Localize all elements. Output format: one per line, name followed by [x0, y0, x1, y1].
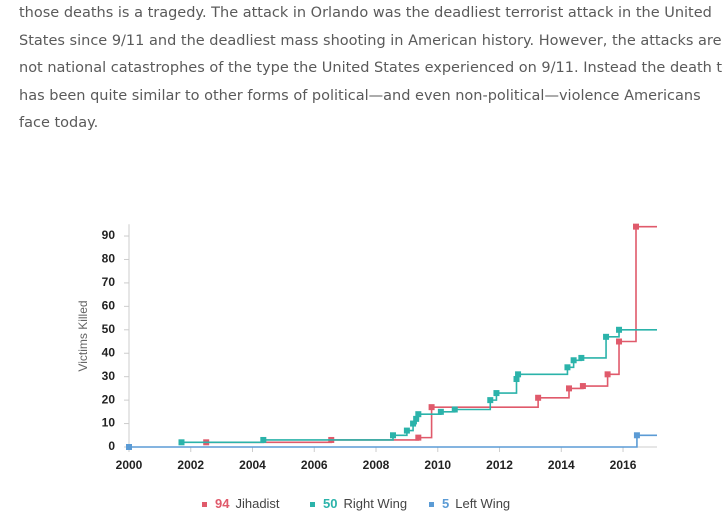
x-tick-label: 2000	[116, 458, 143, 472]
step-line	[129, 434, 657, 448]
point-marker	[564, 364, 571, 371]
point-marker	[403, 427, 410, 434]
point-marker	[535, 394, 542, 401]
point-marker	[493, 390, 500, 397]
legend-total: 5	[442, 496, 449, 511]
point-marker	[579, 383, 586, 390]
legend-name: Jihadist	[235, 496, 279, 511]
legend-name: Right Wing	[343, 496, 407, 511]
paragraph-line: those deaths is a tragedy. The attack in…	[19, 5, 712, 21]
paragraph-line: not national catastrophes of the type th…	[19, 60, 723, 76]
point-marker	[604, 371, 611, 378]
point-marker	[413, 415, 420, 422]
point-marker	[515, 371, 522, 378]
paragraph-line: has been quite similar to other forms of…	[19, 87, 701, 104]
point-marker	[566, 385, 572, 392]
point-marker	[616, 326, 623, 333]
legend-total: 50	[323, 496, 337, 511]
point-marker	[415, 411, 422, 418]
y-tick-label: 40	[102, 345, 116, 359]
x-tick-label: 2002	[177, 458, 204, 472]
legend-entry: 50 Right Wing	[323, 496, 407, 511]
point-marker	[428, 404, 435, 411]
x-tick-label: 2006	[301, 458, 328, 472]
legend-total: 94	[215, 496, 230, 511]
point-marker	[390, 432, 396, 439]
x-tick-label: 2012	[486, 458, 513, 472]
point-marker	[633, 432, 640, 439]
point-marker	[410, 420, 417, 427]
legend-entry: 94 Jihadist	[215, 496, 280, 511]
paragraph-line: face today.	[19, 115, 99, 131]
point-marker	[437, 408, 444, 415]
y-tick-label: 20	[102, 392, 116, 406]
legend-swatch	[310, 502, 315, 507]
point-marker	[633, 223, 640, 230]
paragraph: those deaths is a tragedy. The attack in…	[19, 0, 723, 138]
y-tick-label: 50	[102, 322, 116, 336]
point-marker	[578, 354, 585, 361]
x-tick-label: 2014	[548, 458, 575, 472]
y-tick-label: 10	[102, 416, 116, 430]
y-tick-label: 80	[102, 252, 116, 266]
y-tick-label: 90	[102, 228, 116, 242]
y-axis-label: Victims Killed	[76, 300, 90, 371]
point-marker	[178, 439, 185, 446]
point-marker	[260, 436, 267, 443]
legend-swatch	[429, 502, 434, 507]
point-marker	[126, 444, 132, 450]
x-tick-label: 2004	[239, 458, 266, 472]
y-tick-label: 30	[102, 369, 116, 383]
point-marker	[451, 406, 458, 413]
point-marker	[603, 333, 610, 340]
y-tick-label: 70	[102, 275, 116, 289]
legend-name: Left Wing	[455, 496, 510, 511]
legend-entry: 5 Left Wing	[442, 496, 510, 511]
x-tick-label: 2010	[424, 458, 451, 472]
x-tick-label: 2016	[610, 458, 637, 472]
x-tick-label: 2008	[363, 458, 390, 472]
legend-swatch	[202, 502, 207, 507]
point-marker	[570, 357, 577, 364]
y-tick-label: 60	[102, 299, 116, 313]
y-tick-label: 0	[108, 439, 115, 453]
point-marker	[487, 397, 494, 404]
point-marker	[513, 376, 520, 383]
paragraph-line: States since 9/11 and the deadliest mass…	[19, 32, 722, 49]
point-marker	[415, 434, 422, 441]
point-marker	[616, 338, 623, 345]
